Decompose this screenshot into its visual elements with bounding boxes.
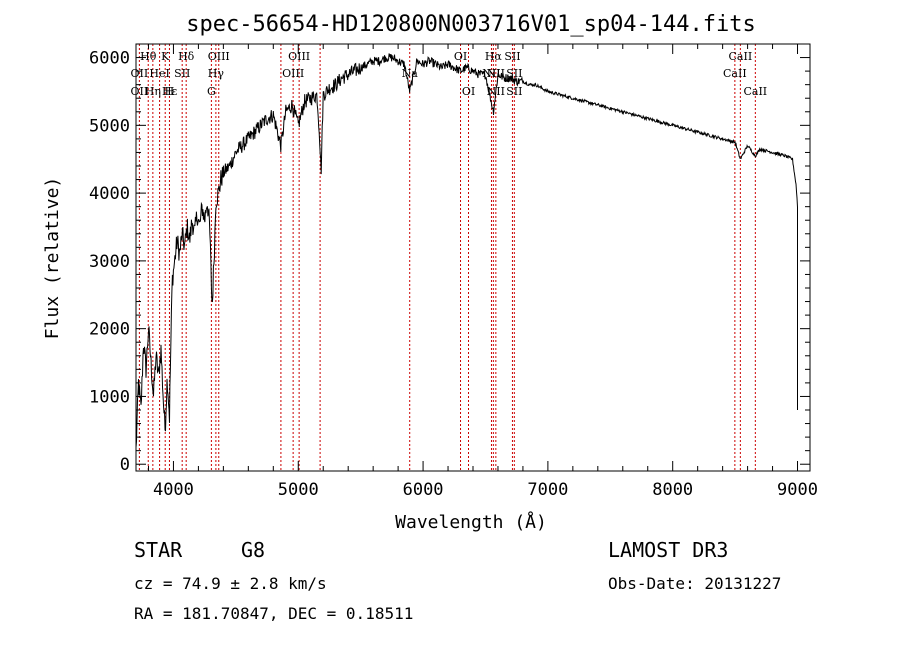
spectral-subclass: G8 — [241, 538, 266, 562]
spectral-line-label: G — [207, 85, 216, 98]
spectral-line-label: SII — [506, 85, 522, 98]
spectral-line-label: NII — [487, 67, 505, 80]
spectral-line-label: OI — [454, 50, 467, 63]
spectral-line-label: SII — [174, 67, 190, 80]
y-tick-label: 0 — [120, 455, 130, 475]
survey-name: LAMOST DR3 — [608, 538, 729, 562]
spectral-line-label: OIII — [208, 50, 230, 63]
spectral-line-label: OIII — [288, 50, 310, 63]
x-tick-label: 6000 — [403, 480, 444, 500]
spectral-line-label: OII — [131, 85, 149, 98]
spectral-line-label: OII — [131, 67, 149, 80]
observation-date: Obs-Date: 20131227 — [608, 574, 782, 593]
x-tick-label: 7000 — [527, 480, 568, 500]
spectral-line-label: SII — [504, 50, 520, 63]
spectral-line-label: HeI — [149, 67, 169, 80]
spectral-line-label: NII — [482, 67, 500, 80]
spectrum-series — [135, 53, 798, 448]
spectral-line-label: Hα — [485, 50, 503, 63]
spectral-line-label: Hγ — [208, 67, 225, 80]
plot-frame — [135, 43, 811, 472]
spectral-line-label: Hθ — [140, 50, 157, 63]
y-axis-label: Flux (relative) — [42, 177, 63, 340]
y-tick-label: 2000 — [89, 320, 130, 340]
x-axis-label: Wavelength (Å) — [395, 511, 547, 533]
spectral-line-label: Na — [402, 67, 419, 80]
y-tick-label: 5000 — [89, 116, 130, 136]
spectral-line-label: CaII — [743, 85, 767, 98]
spectral-line-label: SII — [506, 67, 522, 80]
x-tick-label: 5000 — [278, 480, 319, 500]
spectral-line-label: NII — [487, 85, 505, 98]
redshift-cz: cz = 74.9 ± 2.8 km/s — [134, 574, 327, 593]
y-tick-label: 6000 — [89, 49, 130, 69]
spectral-line-label: OI — [462, 85, 475, 98]
spectral-line-label: Hε — [162, 85, 178, 98]
y-tick-label: 1000 — [89, 387, 130, 407]
y-tick-label: 3000 — [89, 252, 130, 272]
spectral-line-label: H — [165, 85, 175, 98]
spectral-line-label: OIII — [282, 67, 304, 80]
axis-ticks: 4000 5000 6000 7000 8000 9000 0 1000 2000 3000 400… — [89, 43, 818, 500]
spectrum-line — [135, 53, 798, 448]
chart-title: spec-56654-HD120800N003716V01_sp04-144.f… — [186, 12, 756, 37]
spectral-line-label: Hη — [145, 85, 161, 98]
spectral-line-label: CaII — [723, 67, 747, 80]
spectral-line-label: K — [161, 50, 170, 63]
x-tick-label: 4000 — [153, 480, 194, 500]
y-tick-label: 4000 — [89, 184, 130, 204]
object-class: STAR — [134, 538, 183, 562]
spectral-line-label: CaII — [729, 50, 753, 63]
spectral-line-label: Hδ — [178, 50, 195, 63]
coordinates: RA = 181.70847, DEC = 0.18511 — [134, 604, 414, 623]
x-tick-label: 8000 — [652, 480, 693, 500]
x-tick-label: 9000 — [777, 480, 818, 500]
reference-line-group — [138, 44, 756, 471]
